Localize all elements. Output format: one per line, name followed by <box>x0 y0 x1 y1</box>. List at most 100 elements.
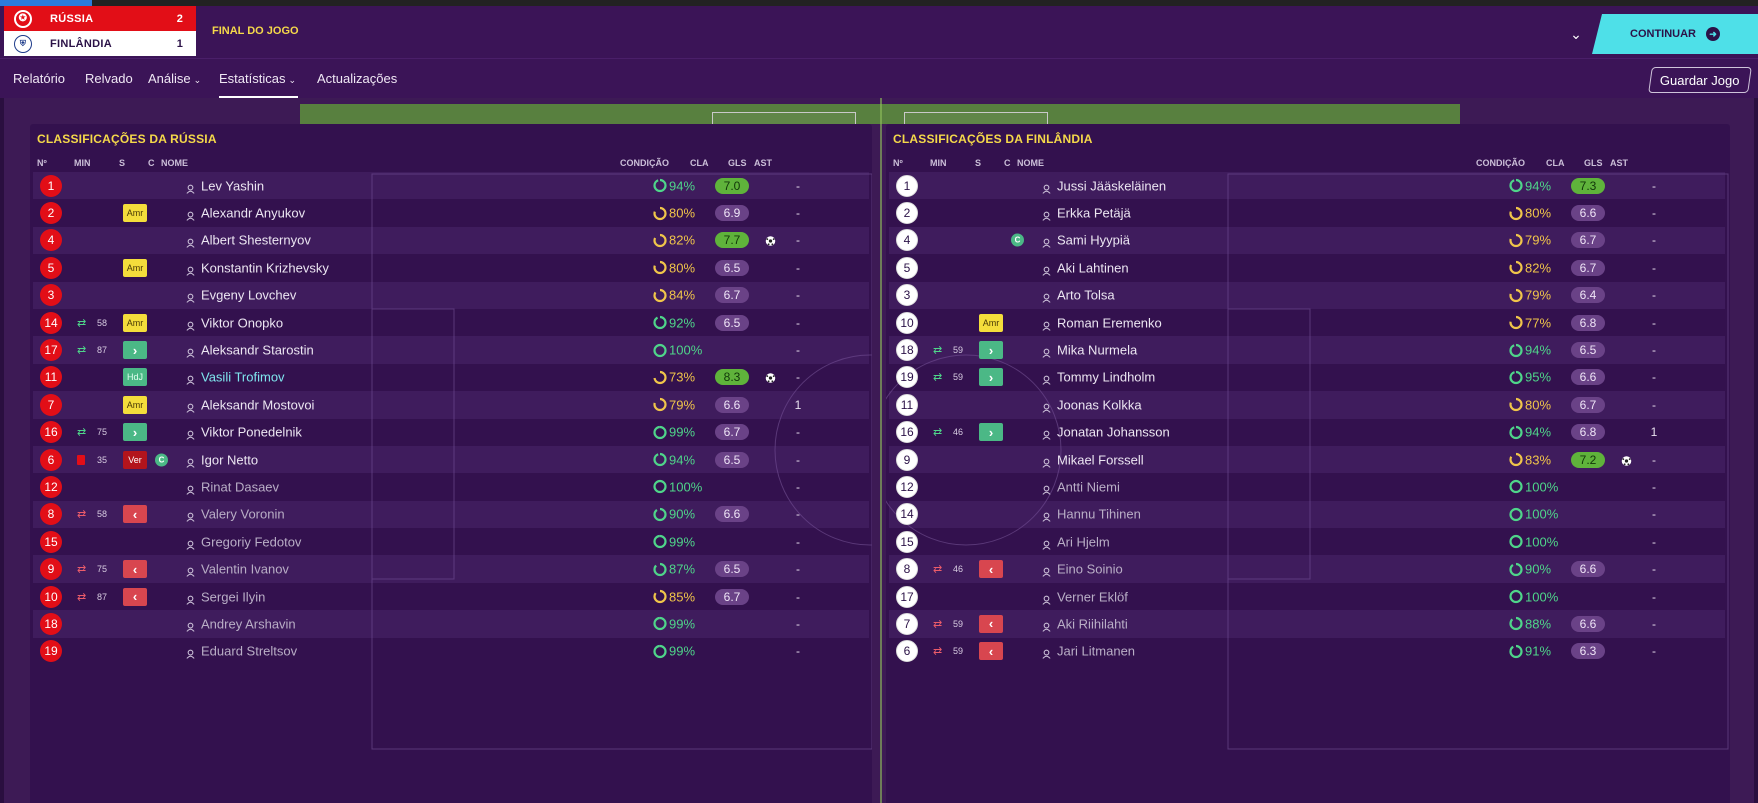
player-row[interactable]: 1 Jussi Jääskeläinen 94% 7.3 - <box>889 172 1725 200</box>
player-row[interactable]: 3 Arto Tolsa 79% 6.4 - <box>889 281 1725 309</box>
continue-button[interactable]: CONTINUAR ➜ <box>1592 14 1758 54</box>
player-row[interactable]: 16 ⇄ 75 › Viktor Ponedelnik 99% 6.7 - <box>33 419 869 446</box>
player-name[interactable]: Aleksandr Mostovoi <box>201 397 315 413</box>
player-name[interactable]: Lev Yashin <box>201 178 265 194</box>
player-name[interactable]: Erkka Petäjä <box>1057 205 1131 221</box>
nav-tab-2[interactable]: Análise ⌄ <box>148 59 201 99</box>
nav-tab-label: Análise <box>148 71 191 86</box>
player-row[interactable]: 17 Verner Eklöf 100% - <box>889 583 1725 610</box>
player-row[interactable]: 17 ⇄ 87 › Aleksandr Starostin 100% - <box>33 336 869 364</box>
nav-tab-4[interactable]: Actualizações <box>317 59 397 99</box>
player-row[interactable]: 19 Eduard Streltsov 99% - <box>33 638 869 665</box>
player-row[interactable]: 5 Amr Konstantin Krizhevsky 80% 6.5 - <box>33 254 869 281</box>
nav-tab-1[interactable]: Relvado <box>85 59 133 99</box>
player-row[interactable]: 14 ⇄ 58 Amr Viktor Onopko 92% 6.5 - <box>33 309 869 336</box>
player-name[interactable]: Aleksandr Starostin <box>201 342 314 358</box>
column-header-num[interactable]: Nº <box>893 158 903 168</box>
player-name[interactable]: Andrey Arshavin <box>201 616 296 632</box>
player-name[interactable]: Viktor Onopko <box>201 315 284 331</box>
player-row[interactable]: 10 Amr Roman Eremenko 77% 6.8 - <box>889 309 1725 336</box>
column-header-name[interactable]: NOME <box>1017 158 1044 168</box>
player-name[interactable]: Tommy Lindholm <box>1057 369 1156 385</box>
player-name[interactable]: Viktor Ponedelnik <box>201 424 302 440</box>
column-header-rating[interactable]: CLA <box>1546 158 1565 168</box>
player-row[interactable]: 19 ⇄ 59 › Tommy Lindholm 95% 6.6 - <box>889 364 1725 391</box>
column-header-s[interactable]: S <box>975 158 982 168</box>
continue-options-button[interactable]: ⌄ <box>1562 14 1590 54</box>
shirt-number: 3 <box>40 284 62 307</box>
player-name[interactable]: Joonas Kolkka <box>1057 397 1142 413</box>
player-name[interactable]: Aki Lahtinen <box>1057 260 1129 276</box>
player-name[interactable]: Valery Voronin <box>201 506 285 522</box>
player-name[interactable]: Alexandr Anyukov <box>201 205 306 221</box>
player-row[interactable]: 11 HdJ Vasili Trofimov 73% 8.3 - <box>33 364 869 391</box>
save-game-button[interactable]: Guardar Jogo <box>1648 67 1752 93</box>
player-name[interactable]: Eduard Streltsov <box>201 643 298 659</box>
column-header-rating[interactable]: CLA <box>690 158 709 168</box>
column-header-c[interactable]: C <box>148 158 155 168</box>
player-name[interactable]: Rinat Dasaev <box>201 479 280 495</box>
player-name[interactable]: Igor Netto <box>201 452 259 468</box>
player-row[interactable]: 6 35 Ver C Igor Netto 94% 6.5 - <box>33 445 869 474</box>
column-header-name[interactable]: NOME <box>161 158 188 168</box>
nav-tab-3[interactable]: Estatísticas ⌄ <box>219 59 299 99</box>
player-row[interactable]: 10 ⇄ 87 ‹ Sergei Ilyin 85% 6.7 - <box>33 583 869 610</box>
column-header-assists[interactable]: AST <box>1610 158 1628 168</box>
player-name[interactable]: Vasili Trofimov <box>201 369 285 385</box>
player-row[interactable]: 2 Erkka Petäjä 80% 6.6 - <box>889 199 1725 226</box>
player-row[interactable]: 7 ⇄ 59 ‹ Aki Riihilahti 88% 6.6 - <box>889 610 1725 638</box>
column-header-goals[interactable]: GLS <box>1584 158 1603 168</box>
player-name[interactable]: Eino Soinio <box>1057 561 1123 577</box>
player-name[interactable]: Jonatan Johansson <box>1057 424 1170 440</box>
player-row[interactable]: 15 Ari Hjelm 100% - <box>889 528 1725 555</box>
player-name[interactable]: Mikael Forssell <box>1057 452 1144 468</box>
player-name[interactable]: Hannu Tihinen <box>1057 506 1141 522</box>
player-name[interactable]: Sergei Ilyin <box>201 589 266 605</box>
column-header-s[interactable]: S <box>119 158 126 168</box>
player-name[interactable]: Evgeny Lovchev <box>201 287 297 303</box>
player-row[interactable]: 2 Amr Alexandr Anyukov 80% 6.9 - <box>33 199 869 226</box>
player-row[interactable]: 1 Lev Yashin 94% 7.0 - <box>33 172 869 200</box>
player-row[interactable]: 9 ⇄ 75 ‹ Valentin Ivanov 87% 6.5 - <box>33 555 869 583</box>
column-header-min[interactable]: MIN <box>74 158 91 168</box>
column-header-num[interactable]: Nº <box>37 158 47 168</box>
player-row[interactable]: 15 Gregoriy Fedotov 99% - <box>33 528 869 555</box>
player-name[interactable]: Valentin Ivanov <box>201 561 289 577</box>
player-row[interactable]: 14 Hannu Tihinen 100% - <box>889 500 1725 529</box>
player-row[interactable]: 5 Aki Lahtinen 82% 6.7 - <box>889 254 1725 281</box>
column-header-condition[interactable]: CONDIÇÃO <box>1476 158 1525 168</box>
column-header-goals[interactable]: GLS <box>728 158 747 168</box>
column-header-assists[interactable]: AST <box>754 158 772 168</box>
nav-tab-0[interactable]: Relatório <box>13 59 65 99</box>
player-name[interactable]: Gregoriy Fedotov <box>201 534 302 550</box>
player-name[interactable]: Mika Nurmela <box>1057 342 1138 358</box>
player-row[interactable]: 8 ⇄ 46 ‹ Eino Soinio 90% 6.6 - <box>889 555 1725 583</box>
player-row[interactable]: 3 Evgeny Lovchev 84% 6.7 - <box>33 281 869 309</box>
player-row[interactable]: 6 ⇄ 59 ‹ Jari Litmanen 91% 6.3 - <box>889 638 1725 665</box>
player-row[interactable]: 12 Antti Niemi 100% - <box>889 473 1725 500</box>
player-name[interactable]: Konstantin Krizhevsky <box>201 260 329 276</box>
player-name[interactable]: Aki Riihilahti <box>1057 616 1128 632</box>
player-row[interactable]: 9 Mikael Forssell 83% 7.2 - <box>889 445 1725 474</box>
player-name[interactable]: Roman Eremenko <box>1057 315 1162 331</box>
player-row[interactable]: 4 Albert Shesternyov 82% 7.7 - <box>33 226 869 255</box>
column-header-condition[interactable]: CONDIÇÃO <box>620 158 669 168</box>
player-name[interactable]: Arto Tolsa <box>1057 287 1115 303</box>
player-name[interactable]: Jari Litmanen <box>1057 643 1136 659</box>
player-row[interactable]: 18 ⇄ 59 › Mika Nurmela 94% 6.5 - <box>889 336 1725 364</box>
column-header-min[interactable]: MIN <box>930 158 947 168</box>
player-row[interactable]: 7 Amr Aleksandr Mostovoi 79% 6.6 1 <box>33 391 869 419</box>
player-row[interactable]: 18 Andrey Arshavin 99% - <box>33 610 869 638</box>
player-row[interactable]: 11 Joonas Kolkka 80% 6.7 - <box>889 391 1725 419</box>
column-header-c[interactable]: C <box>1004 158 1011 168</box>
player-name[interactable]: Ari Hjelm <box>1057 534 1110 550</box>
player-name[interactable]: Sami Hyypiä <box>1057 232 1130 248</box>
player-name[interactable]: Albert Shesternyov <box>201 232 311 248</box>
player-row[interactable]: 8 ⇄ 58 ‹ Valery Voronin 90% 6.6 - <box>33 500 869 529</box>
player-name[interactable]: Verner Eklöf <box>1057 589 1128 605</box>
player-row[interactable]: 16 ⇄ 46 › Jonatan Johansson 94% 6.8 1 <box>889 419 1725 446</box>
player-name[interactable]: Antti Niemi <box>1057 479 1120 495</box>
player-row[interactable]: 12 Rinat Dasaev 100% - <box>33 473 869 500</box>
player-row[interactable]: 4 C Sami Hyypiä 79% 6.7 - <box>889 226 1725 255</box>
player-name[interactable]: Jussi Jääskeläinen <box>1057 178 1167 194</box>
